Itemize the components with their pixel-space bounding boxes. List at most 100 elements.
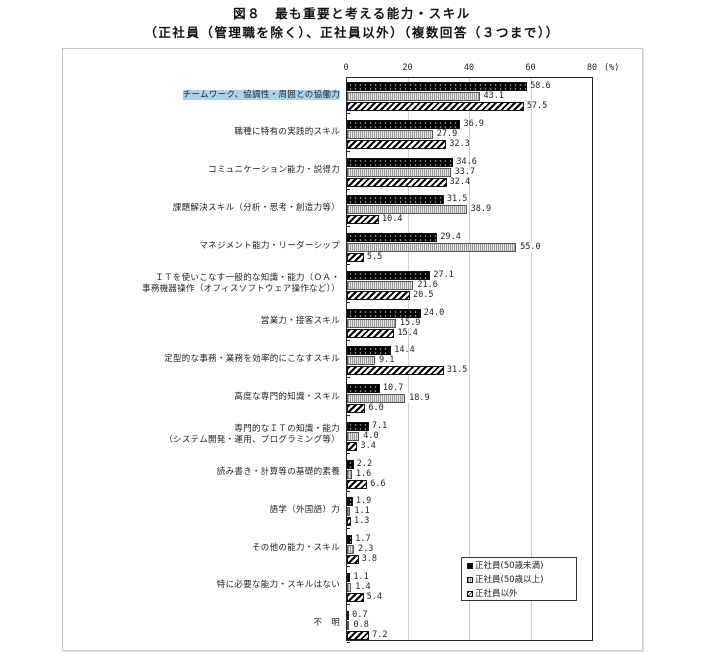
y-tick [347, 113, 350, 114]
gridline [469, 78, 470, 640]
value-label: 15.4 [397, 327, 418, 338]
x-axis-unit: (%) [604, 63, 620, 73]
bar-non-regular [347, 253, 364, 262]
legend-label: 正社員(50歳未満) [475, 561, 544, 571]
bar-non-regular [347, 102, 524, 111]
bar-regular-under-50 [347, 119, 461, 129]
bar-regular-over-50 [347, 545, 355, 555]
bar-non-regular [347, 441, 358, 451]
bar-regular-over-50 [347, 507, 351, 517]
legend-swatch-hatched-icon [467, 590, 473, 597]
value-label: 1.3 [353, 516, 370, 527]
category-label: ＩＴを使いこなす一般的な知識・能力（ＯＡ・ 事務機器操作（オフィスソフトウェア操作… [142, 272, 340, 294]
bar-regular-over-50 [347, 356, 375, 366]
bar-non-regular [347, 517, 351, 527]
legend-swatch-solid-icon [467, 562, 473, 569]
value-label: 0.8 [352, 619, 370, 630]
bar-regular-over-50 [347, 469, 352, 479]
category-label: マネジメント能力・リーダーシップ [199, 240, 340, 251]
x-tick-label: 80 [586, 63, 598, 73]
bar-regular-over-50 [347, 167, 451, 177]
value-label: 58.6 [530, 81, 551, 91]
y-tick [347, 452, 350, 454]
value-label: 31.5 [446, 365, 468, 376]
value-label: 5.5 [366, 252, 383, 262]
chart-subtitle: （正社員（管理職を除く）、正社員以外）（複数回答（３つまで）） [144, 25, 560, 40]
y-tick [347, 528, 350, 530]
bar-regular-over-50 [347, 205, 467, 215]
legend: 正社員(50歳未満) 正社員(50歳以上) 正社員以外 [461, 557, 577, 601]
y-tick [347, 188, 350, 190]
bar-regular-under-50 [347, 459, 354, 469]
y-tick [347, 490, 350, 492]
value-label: 2.3 [357, 544, 375, 555]
bar-regular-under-50 [347, 195, 444, 205]
value-label: 20.5 [413, 289, 434, 300]
y-tick [347, 641, 350, 643]
value-label: 21.6 [416, 279, 439, 290]
category-label: 語学（外国語）力 [269, 504, 340, 515]
category-label: その他の能力・スキル [251, 542, 340, 553]
value-label: 5.4 [366, 591, 382, 602]
x-tick-label: 0 [343, 63, 349, 73]
category-label: 不 明 [313, 618, 340, 629]
y-tick [347, 264, 350, 265]
legend-label: 正社員(50歳以上) [475, 575, 544, 585]
y-tick [347, 150, 350, 152]
plot-area: 58.6 43.1 57.5 36.9 27.9 32.3 34.6 33.7 32.4 31.5… [346, 77, 593, 643]
y-tick [347, 226, 350, 228]
bar-regular-under-50 [347, 384, 380, 394]
y-tick [347, 377, 350, 379]
value-label: 6.6 [370, 478, 386, 489]
bar-regular-under-50 [347, 233, 438, 242]
value-label: 38.9 [469, 204, 493, 215]
bar-regular-over-50 [347, 394, 406, 404]
gridline [407, 78, 409, 640]
bar-non-regular [347, 630, 370, 640]
value-label: 7.2 [372, 629, 388, 640]
value-label: 3.8 [361, 554, 378, 565]
bar-non-regular [347, 328, 395, 338]
bar-regular-under-50 [347, 535, 353, 545]
legend-label: 正社員以外 [475, 589, 518, 599]
y-tick [347, 301, 350, 303]
category-label: チームワーク、協調性・周囲との協働力 [182, 89, 340, 100]
bar-regular-under-50 [347, 346, 392, 356]
bar-non-regular [347, 404, 366, 414]
bar-non-regular [347, 592, 364, 602]
legend-item-non-regular: 正社員以外 [467, 589, 518, 599]
value-label: 36.9 [463, 118, 484, 129]
chart-frame [62, 48, 643, 651]
bar-non-regular [347, 290, 411, 300]
value-label: 1.7 [355, 534, 371, 545]
category-label: 課題解決スキル（分析・思考・創造力等） [172, 202, 340, 213]
legend-item-under-50: 正社員(50歳未満) [467, 561, 543, 571]
x-tick-label: 60 [525, 63, 536, 73]
bar-regular-under-50 [347, 421, 369, 431]
value-label: 3.4 [360, 440, 376, 451]
category-label: 職種に特有の実践的スキル [234, 127, 340, 138]
value-label: 27.9 [435, 128, 459, 139]
bar-regular-under-50 [347, 82, 528, 91]
category-label: 読み書き・計算等の基礎的素養 [216, 467, 340, 478]
value-label: 0.7 [352, 609, 368, 620]
bar-non-regular [347, 479, 368, 489]
bar-regular-under-50 [347, 497, 353, 507]
value-label: 57.5 [526, 101, 548, 111]
value-label: 14.4 [394, 345, 415, 356]
value-label: 15.9 [398, 317, 422, 328]
bar-regular-under-50 [347, 270, 431, 280]
y-tick [347, 339, 350, 341]
bar-non-regular [347, 139, 447, 149]
value-label: 10.4 [381, 214, 403, 225]
value-label: 6.0 [368, 403, 384, 414]
value-label: 29.4 [440, 232, 461, 242]
bar-regular-over-50 [347, 620, 350, 630]
value-label: 1.6 [354, 468, 373, 479]
x-tick-label: 40 [463, 63, 475, 73]
value-label: 24.0 [423, 307, 445, 318]
value-label: 33.7 [453, 166, 477, 177]
value-label: 32.3 [449, 138, 470, 149]
bar-regular-under-50 [347, 572, 351, 582]
category-label: 専門的なＩＴの知識・能力 （システム開発・運用、プログラミング等） [164, 423, 340, 445]
